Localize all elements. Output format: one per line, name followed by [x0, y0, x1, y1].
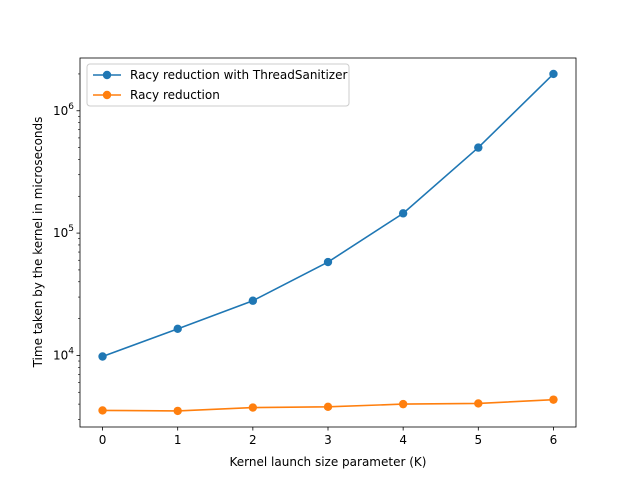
legend-marker [102, 70, 112, 80]
y-tick-label: 105 [53, 224, 74, 240]
y-axis-label: Time taken by the kernel in microseconds [31, 117, 45, 369]
data-point [98, 352, 107, 361]
legend-label: Racy reduction [130, 88, 220, 102]
legend-frame [86, 63, 350, 107]
data-point [398, 399, 408, 409]
x-tick-label: 0 [99, 433, 107, 447]
data-point [398, 209, 408, 218]
data-point [173, 324, 182, 334]
legend-marker [102, 90, 112, 100]
data-point [98, 406, 107, 415]
series-layer [98, 69, 558, 416]
legend-items: Racy reduction with ThreadSanitizer Racy … [93, 68, 347, 102]
data-point [474, 143, 483, 152]
y-tick-label: 104 [53, 346, 74, 362]
data-point [474, 399, 483, 408]
legend: Racy reduction with ThreadSanitizer Racy … [86, 63, 350, 107]
x-tick-label: 3 [324, 433, 332, 447]
data-point [248, 296, 258, 305]
data-point [173, 406, 182, 416]
x-tick-label: 6 [550, 433, 558, 447]
x-tick-label: 4 [399, 433, 407, 447]
x-tick-label: 5 [474, 433, 482, 447]
x-axis-label: Kernel launch size parameter (K) [230, 455, 427, 469]
data-point [248, 403, 258, 412]
y-axis-ticks: 104 105 106 [53, 102, 80, 362]
data-point [549, 395, 558, 404]
x-tick-label: 1 [174, 433, 182, 447]
legend-label: Racy reduction with ThreadSanitizer [130, 68, 347, 82]
x-tick-label: 2 [249, 433, 257, 447]
data-point [549, 69, 558, 79]
data-point [323, 257, 333, 267]
x-axis-ticks: 0 1 2 3 4 5 6 [99, 427, 558, 447]
y-tick-label: 106 [53, 102, 74, 118]
data-point [323, 402, 333, 412]
